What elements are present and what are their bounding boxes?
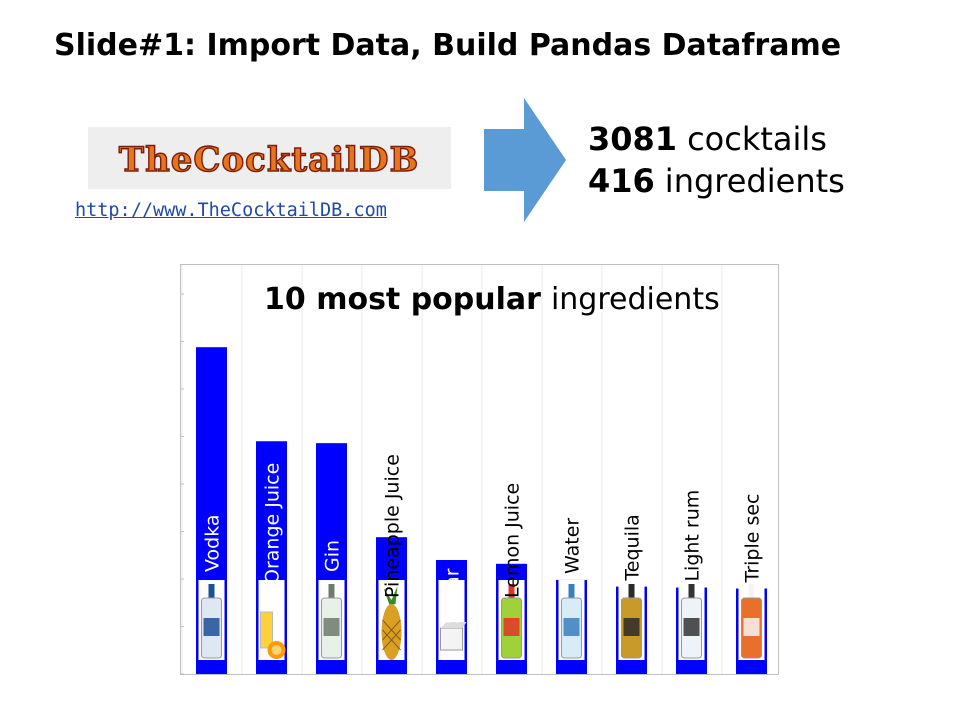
bar-label: Light rum (682, 490, 704, 582)
slide-title: Slide#1: Import Data, Build Pandas Dataf… (54, 28, 842, 63)
svg-text:TheCocktailDB: TheCocktailDB (119, 140, 419, 180)
chart-svg: Vodka Orange Juice Gin Pineapple Juice Sugar… (180, 264, 783, 675)
bar-label: Tequila (622, 514, 644, 581)
bar-label: Triple sec (742, 493, 764, 583)
stat-cocktails-value: 3081 (588, 120, 678, 158)
bar-label: Lemon Juice (502, 483, 524, 598)
bar-label: Pineapple Juice (382, 454, 404, 598)
stat-ingredients-label: ingredients (664, 162, 845, 200)
dataset-stats: 3081 cocktails 416 ingredients (588, 118, 845, 202)
bar-label: Water (562, 518, 584, 574)
light-rum-bottle-icon (678, 580, 705, 660)
bars: Vodka Orange Juice Gin Pineapple Juice Sugar… (196, 347, 767, 674)
bar-label: Vodka (202, 514, 224, 572)
stat-cocktails-label: cocktails (687, 120, 827, 158)
pineapple-icon (378, 580, 405, 660)
bar-label: Sugar (442, 568, 464, 624)
bar-label: Orange Juice (262, 463, 284, 584)
water-bottle-icon (558, 580, 585, 660)
source-link[interactable]: http://www.TheCocktailDB.com (75, 200, 387, 221)
right-arrow-icon (484, 98, 566, 226)
bar-label: Gin (322, 540, 344, 572)
tequila-bottle-icon (618, 580, 645, 660)
stat-cocktails: 3081 cocktails (588, 118, 845, 160)
orange-juice-icon (258, 580, 286, 660)
ingredients-bar-chart: Vodka Orange Juice Gin Pineapple Juice Sugar… (180, 264, 783, 680)
sugar-cube-icon (438, 580, 467, 660)
chart-title: 10 most popular ingredients (264, 282, 720, 317)
lemon-juice-bottle-icon (498, 580, 525, 660)
thecocktaildb-logo: TheCocktailDB (88, 127, 451, 189)
stat-ingredients-value: 416 (588, 162, 655, 200)
stat-ingredients: 416 ingredients (588, 160, 845, 202)
chart-title-bold: 10 most popular (264, 282, 541, 317)
chart-title-rest: ingredients (551, 282, 720, 317)
triple-sec-bottle-icon (738, 580, 765, 660)
grid-lines (180, 265, 783, 675)
vodka-bottle-icon (198, 580, 225, 660)
gin-bottle-icon (318, 580, 345, 660)
